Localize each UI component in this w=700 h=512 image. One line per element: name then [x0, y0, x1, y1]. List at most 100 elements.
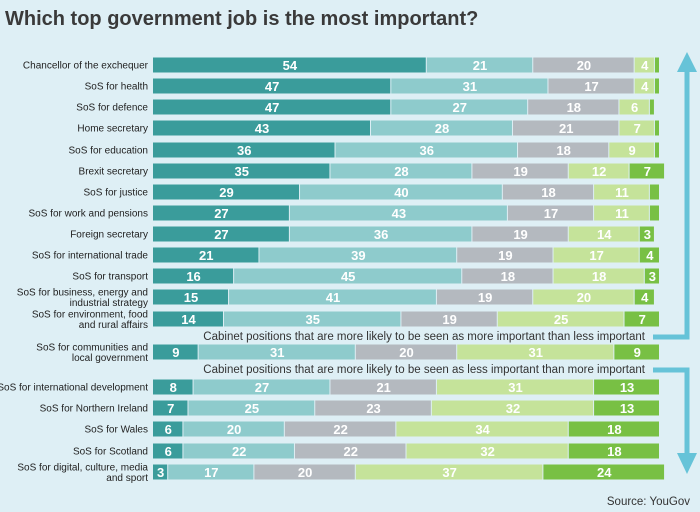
- data-label: 34: [475, 422, 490, 437]
- bar-segment: [457, 247, 553, 263]
- category-label: SoS for health: [85, 82, 148, 93]
- bar-row: 7 25 23 32 13: [153, 400, 659, 416]
- bar-segment: [568, 163, 629, 179]
- data-label: 6: [165, 444, 172, 459]
- bar-segment: [153, 99, 391, 115]
- data-label: 18: [607, 444, 621, 459]
- category-label: SoS for international trade: [32, 251, 149, 262]
- bar-row: 6 20 22 34 18: [153, 421, 659, 437]
- bar-segment: [568, 443, 659, 459]
- category-label: SoS for justice: [84, 188, 149, 199]
- bar-segment: [654, 120, 659, 136]
- data-label: 7: [639, 312, 646, 327]
- bar-row: 54 21 20 4: [153, 57, 659, 73]
- category-label: Foreign secretary: [70, 230, 148, 241]
- data-label: 4: [641, 290, 649, 305]
- data-label: 3: [157, 465, 164, 480]
- bar-segment: [594, 400, 659, 416]
- bar-segment: [401, 311, 497, 327]
- bar-segment: [371, 120, 512, 136]
- bar-segment: [654, 142, 659, 158]
- bar-segment: [153, 57, 426, 73]
- bar-segment: [193, 379, 330, 395]
- bar-segment: [512, 120, 619, 136]
- data-label: 11: [615, 185, 629, 200]
- bar-segment: [153, 247, 259, 263]
- category-label: SoS for defence: [76, 103, 148, 114]
- data-label: 27: [453, 100, 467, 115]
- source-label: Source: YouGov: [607, 496, 690, 508]
- bar-segment: [188, 400, 315, 416]
- data-label: 17: [589, 248, 603, 263]
- data-label: 9: [172, 345, 179, 360]
- data-label: 9: [629, 143, 636, 158]
- category-label: Brexit secretary: [79, 167, 148, 178]
- annotation-less-than-more: Cabinet positions that are more likely t…: [203, 364, 645, 376]
- bar-row: 43 28 21 7: [153, 120, 659, 136]
- data-label: 36: [420, 143, 434, 158]
- bar-segment: [533, 289, 634, 305]
- data-label: 21: [559, 121, 573, 136]
- data-label: 31: [529, 345, 543, 360]
- data-label: 37: [442, 465, 456, 480]
- bar-segment: [634, 78, 654, 94]
- data-label: 12: [592, 164, 606, 179]
- data-label: 35: [234, 164, 248, 179]
- bar-row: 14 35 19 25 7: [153, 311, 659, 327]
- data-label: 45: [341, 269, 355, 284]
- data-label: 29: [219, 185, 233, 200]
- category-label: SoS for business, energy and industrial s…: [17, 288, 148, 310]
- data-label: 19: [498, 248, 512, 263]
- data-label: 36: [237, 143, 251, 158]
- data-label: 17: [204, 465, 218, 480]
- bar-segment: [183, 443, 294, 459]
- annotations-group: Cabinet positions that are more likely t…: [203, 52, 697, 474]
- bar-segment: [330, 163, 472, 179]
- data-label: 20: [227, 422, 241, 437]
- up-arrow-icon: [677, 52, 697, 72]
- data-label: 18: [556, 143, 570, 158]
- bar-segment: [594, 379, 659, 395]
- data-label: 25: [554, 312, 568, 327]
- bars-group: 54 21 20 447 31 17 447 27 18 643 28 21 736 36 18 935 28 1…: [153, 57, 665, 480]
- data-label: 17: [584, 79, 598, 94]
- bar-segment: [198, 344, 355, 360]
- bar-segment: [153, 78, 391, 94]
- category-label: SoS for Northern Ireland: [40, 404, 148, 415]
- bar-segment: [634, 289, 654, 305]
- bar-segment: [624, 311, 659, 327]
- data-label: 18: [501, 269, 515, 284]
- bar-segment: [153, 344, 198, 360]
- bar-segment: [639, 247, 659, 263]
- category-label: SoS for transport: [72, 272, 148, 283]
- bar-segment: [634, 57, 654, 73]
- bar-segment: [436, 379, 594, 395]
- bar-segment: [391, 78, 548, 94]
- bar-segment: [619, 120, 654, 136]
- data-label: 39: [351, 248, 365, 263]
- data-label: 22: [343, 444, 357, 459]
- data-label: 8: [170, 380, 177, 395]
- bar-segment: [462, 268, 553, 284]
- data-label: 18: [592, 269, 606, 284]
- bar-row: 9 31 20 31 9: [153, 344, 659, 360]
- bar-segment: [153, 421, 183, 437]
- data-label: 3: [649, 269, 656, 284]
- data-label: 31: [463, 79, 477, 94]
- data-label: 6: [165, 422, 172, 437]
- bar-segment: [294, 443, 406, 459]
- data-label: 4: [646, 248, 654, 263]
- bar-segment: [234, 268, 462, 284]
- bar-segment: [355, 344, 457, 360]
- bar-row: 6 22 22 32 18: [153, 443, 659, 459]
- data-label: 19: [442, 312, 456, 327]
- bar-row: 15 41 19 20 4: [153, 289, 654, 305]
- bar-row: 21 39 19 17 4: [153, 247, 659, 263]
- data-label: 19: [513, 227, 527, 242]
- bar-segment: [391, 99, 528, 115]
- bar-segment: [153, 379, 193, 395]
- bar-segment: [153, 464, 168, 480]
- down-arrow-icon: [677, 453, 697, 474]
- data-label: 21: [199, 248, 213, 263]
